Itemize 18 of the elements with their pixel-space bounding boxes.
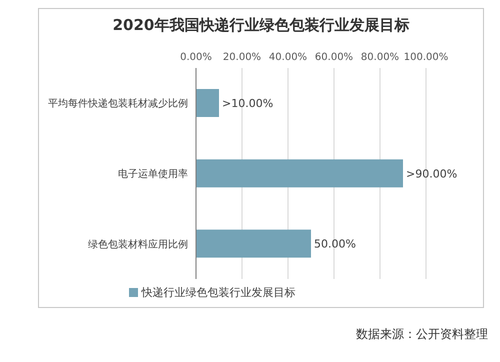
x-tick-label: 80.00% <box>360 52 400 63</box>
bar <box>196 159 403 188</box>
y-tick-label: 平均每件快递包装耗材减少比例 <box>48 98 188 110</box>
x-tick-label: 100.00% <box>404 52 448 63</box>
x-tick-label: 20.00% <box>222 52 262 63</box>
chart-title: 2020年我国快递行业绿色包装行业发展目标 <box>112 16 410 35</box>
data-label: >10.00% <box>222 97 274 110</box>
x-tick-label: 0.00% <box>180 52 212 63</box>
source-note: 数据来源：公开资料整理 <box>356 326 488 343</box>
x-tick-label: 60.00% <box>314 52 354 63</box>
y-tick-label: 电子运单使用率 <box>118 168 188 180</box>
legend-label: 快递行业绿色包装行业发展目标 <box>142 286 296 299</box>
data-label: 50.00% <box>314 238 356 251</box>
bar <box>196 230 311 258</box>
y-tick-label: 绿色包装材料应用比例 <box>88 238 188 250</box>
bar <box>196 89 219 117</box>
x-tick-label: 40.00% <box>268 52 308 63</box>
data-label: >90.00% <box>406 167 458 180</box>
